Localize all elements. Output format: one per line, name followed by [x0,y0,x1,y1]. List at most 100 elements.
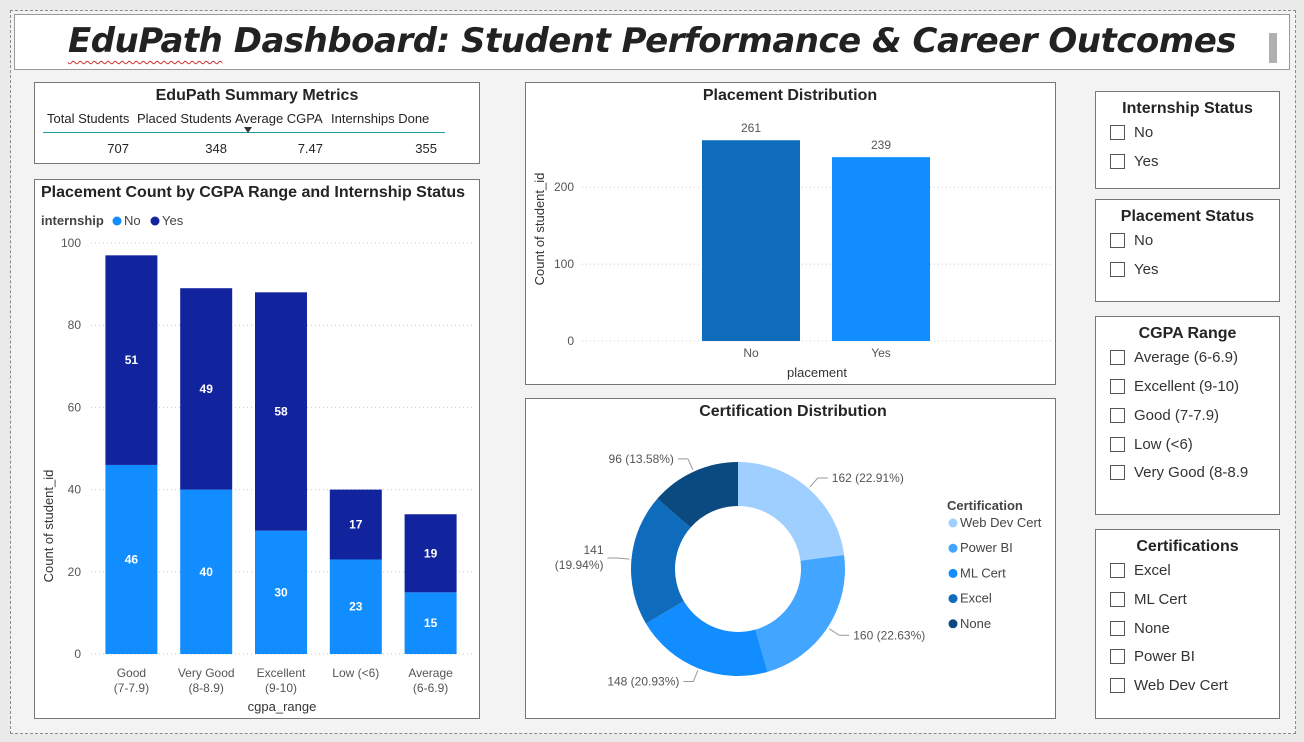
legend-label[interactable]: None [960,616,991,631]
value-internships-done: 355 [415,141,437,156]
bar-segment-no[interactable] [404,592,457,654]
slicer-option-yes[interactable]: Yes [1110,153,1158,170]
scrollbar-thumb[interactable] [1269,33,1277,63]
bar-segment-no[interactable] [329,559,382,654]
donut-slice[interactable] [657,462,738,528]
data-label: 40 [200,565,214,579]
certification-distribution-svg: Certification Distribution Certification… [555,403,1042,688]
y-tick-label: 40 [68,483,82,497]
slicer-option-power-bi[interactable]: Power BI [1110,648,1195,665]
brand-name: EduPath [67,21,223,61]
header-placed-students[interactable]: Placed Students [137,111,232,126]
header-average-cgpa[interactable]: Average CGPA [235,111,323,126]
donut-slice[interactable] [631,498,691,624]
y-tick-label: 100 [61,236,81,250]
header-total-students[interactable]: Total Students [47,111,130,126]
slicer-title: Internship Status [1122,100,1253,117]
bar-segment-no[interactable] [255,530,307,654]
slicer-placement-status[interactable]: Placement Status No Yes [1095,199,1280,302]
x-axis-label: placement [787,365,847,380]
x-tick-label: Good [117,666,146,680]
placement-distribution-chart[interactable]: Placement Distribution Count of student_… [525,82,1056,385]
checkbox[interactable] [1110,262,1125,277]
slicer-option-average[interactable]: Average (6-6.9) [1110,349,1238,366]
checkbox[interactable] [1110,563,1125,578]
bar-segment-yes[interactable] [180,288,233,490]
legend-no-label[interactable]: No [124,213,141,228]
slicer-option-good[interactable]: Good (7-7.9) [1110,407,1219,424]
bar-segment-no[interactable] [180,489,233,654]
y-tick-label: 20 [68,565,82,579]
checkbox[interactable] [1110,125,1125,140]
slicer-option-no[interactable]: No [1110,232,1153,249]
slice-label: 96 (13.58%) [609,452,674,466]
chart-title: Placement Count by CGPA Range and Intern… [41,184,465,201]
slice-label: 148 (20.93%) [607,674,679,688]
option-label: Very Good (8-8.9 [1134,464,1249,481]
checkbox[interactable] [1110,154,1125,169]
checkbox[interactable] [1110,649,1125,664]
slicer-option-ml-cert[interactable]: ML Cert [1110,591,1187,608]
option-label: Excel [1134,562,1171,579]
checkbox[interactable] [1110,379,1125,394]
legend-marker [948,594,958,604]
cgpa-placement-chart[interactable]: Placement Count by CGPA Range and Intern… [34,179,480,719]
bar-segment-no[interactable] [105,464,158,654]
bar-yes[interactable] [832,157,930,341]
checkbox[interactable] [1110,437,1125,452]
legend-label[interactable]: Excel [960,591,992,606]
legend-marker [948,518,958,528]
sort-desc-icon[interactable] [244,127,252,133]
slicer-certifications[interactable]: Certifications Excel ML Cert None Power … [1095,529,1280,719]
bar-segment-yes[interactable] [255,292,307,531]
slicer-option-low[interactable]: Low (<6) [1110,436,1193,453]
bar-no[interactable] [702,140,800,341]
certification-distribution-chart[interactable]: Certification Distribution Certification… [525,398,1056,719]
x-tick-label: (8-8.9) [189,681,224,695]
legend-label[interactable]: Web Dev Cert [960,515,1042,530]
checkbox[interactable] [1110,465,1125,480]
slicer-option-no[interactable]: No [1110,124,1153,141]
slice-label: 141 [583,543,603,557]
donut-slice[interactable] [755,555,845,672]
donut-slice[interactable] [645,601,768,676]
option-label: ML Cert [1134,591,1187,608]
bar-segment-yes[interactable] [105,255,158,465]
slice-label: (19.94%) [555,558,604,572]
slicer-internship-status[interactable]: Internship Status No Yes [1095,91,1280,189]
slicer-option-web-dev-cert[interactable]: Web Dev Cert [1110,677,1228,694]
y-tick-label: 80 [68,318,82,332]
checkbox[interactable] [1110,592,1125,607]
checkbox[interactable] [1110,350,1125,365]
slicer-option-excellent[interactable]: Excellent (9-10) [1110,378,1239,395]
option-label: Yes [1134,261,1159,278]
summary-title: EduPath Summary Metrics [155,87,359,104]
legend-title: Certification [947,498,1023,513]
checkbox[interactable] [1110,621,1125,636]
header-internships-done[interactable]: Internships Done [331,111,430,126]
slicer-option-very-good[interactable]: Very Good (8-8.9 [1110,464,1248,481]
legend-label[interactable]: ML Cert [960,565,1006,580]
legend-marker [948,619,958,629]
checkbox[interactable] [1110,233,1125,248]
donut-slice[interactable] [738,462,845,561]
option-label: Yes [1134,153,1159,170]
checkbox[interactable] [1110,678,1125,693]
placement-distribution-svg: Placement Distribution Count of student_… [532,87,1051,380]
slicer-option-yes[interactable]: Yes [1110,261,1158,278]
slicer-option-none[interactable]: None [1110,620,1170,637]
slicer-title: Certifications [1136,538,1239,555]
checkbox[interactable] [1110,408,1125,423]
x-tick-label: No [743,346,759,360]
value-placed-students: 348 [205,141,227,156]
page-title: EduPath Dashboard: Student Performance &… [15,21,1289,61]
slicer-option-excel[interactable]: Excel [1110,562,1171,579]
legend-yes-label[interactable]: Yes [162,213,184,228]
legend-label[interactable]: Power BI [960,540,1013,555]
bar-segment-yes[interactable] [329,489,382,560]
title-rest: Dashboard: Student Performance & Career … [222,21,1237,61]
slicer-cgpa-range[interactable]: CGPA Range Average (6-6.9) Excellent (9-… [1095,316,1280,515]
bar-segment-yes[interactable] [404,514,457,593]
summary-metrics-table[interactable]: EduPath Summary Metrics Total Students P… [34,82,480,164]
cgpa-placement-chart-svg: Placement Count by CGPA Range and Intern… [41,184,475,714]
